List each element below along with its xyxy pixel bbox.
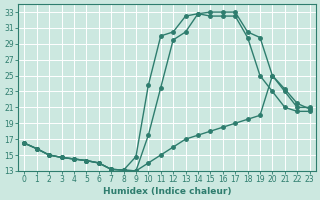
X-axis label: Humidex (Indice chaleur): Humidex (Indice chaleur) <box>103 187 231 196</box>
